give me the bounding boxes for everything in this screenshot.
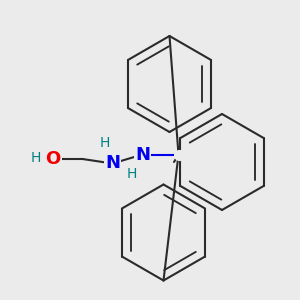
Text: O: O (45, 150, 60, 168)
Text: H: H (30, 151, 40, 164)
Text: H: H (127, 167, 137, 181)
Text: N: N (105, 154, 120, 172)
Text: N: N (135, 146, 150, 164)
Text: H: H (100, 136, 110, 150)
